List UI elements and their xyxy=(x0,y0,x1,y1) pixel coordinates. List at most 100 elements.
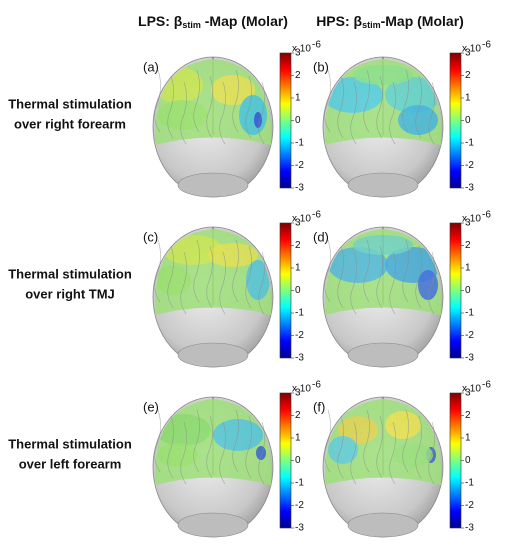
sulcus xyxy=(154,409,161,473)
sulcus xyxy=(415,415,422,479)
activation xyxy=(353,65,413,85)
colorbar-exponent: x 10 xyxy=(462,384,481,395)
sulcus xyxy=(402,69,409,133)
sulcus xyxy=(245,245,252,309)
sulcus xyxy=(193,239,200,303)
colorbar-tick-label: 1 xyxy=(465,433,471,444)
colorbar-tick-label: 1 xyxy=(465,93,471,104)
sulcus xyxy=(337,75,344,139)
activation xyxy=(158,443,198,467)
colorbar xyxy=(449,222,462,359)
colorbar-tick-label: -3 xyxy=(295,183,304,194)
row-label: Thermal stimulation xyxy=(8,436,132,451)
sulcus xyxy=(193,409,200,473)
panel-label: (f) xyxy=(313,399,325,414)
column-header: LPS: βstim -Map (Molar) xyxy=(138,13,288,31)
colorbar-exponent: x 10 xyxy=(462,214,481,225)
colorbar-tick-label: 0 xyxy=(465,115,471,126)
sulcus xyxy=(350,81,357,145)
colorbar-exponent-power: -6 xyxy=(482,40,491,51)
colorbar-tick-label: 1 xyxy=(295,263,301,274)
activation xyxy=(393,443,433,467)
colorbar-tick-label: 0 xyxy=(295,285,301,296)
activation xyxy=(246,260,270,300)
colorbar-tick-label: 3 xyxy=(295,388,301,399)
colorbar-tick-label: -1 xyxy=(295,478,304,489)
colorbar-tick-label: 0 xyxy=(465,455,471,466)
panel-label: (e) xyxy=(143,399,159,414)
colorbar-exponent: x 10 xyxy=(292,44,311,55)
colorbar-tick-label: -3 xyxy=(465,353,474,364)
colorbar-tick-label: 2 xyxy=(295,410,301,421)
colorbar-tick-label: -3 xyxy=(465,183,474,194)
cerebellum xyxy=(177,512,249,538)
colorbar-tick-label: -2 xyxy=(465,160,474,171)
colorbar-tick-label: 2 xyxy=(465,70,471,81)
activation xyxy=(324,77,383,113)
activation-overlay xyxy=(324,59,442,145)
sulcus xyxy=(154,239,161,303)
sulcus xyxy=(258,251,265,315)
colorbar-exponent: x 10 xyxy=(292,384,311,395)
activation xyxy=(163,235,223,265)
colorbar-tick-label: 3 xyxy=(465,218,471,229)
colorbar-tick-label: 2 xyxy=(465,240,471,251)
panel-label: (c) xyxy=(143,229,158,244)
sulcus xyxy=(245,415,252,479)
activation xyxy=(328,436,358,464)
sulcus xyxy=(154,69,161,133)
sulcus xyxy=(219,251,226,315)
sulcus xyxy=(402,409,409,473)
panel-label: (b) xyxy=(313,59,329,74)
sulcus xyxy=(402,239,409,303)
sulcus xyxy=(363,409,370,473)
cerebellum xyxy=(177,172,249,198)
colorbar-tick-label: 0 xyxy=(295,115,301,126)
activation xyxy=(398,105,438,135)
activation xyxy=(385,77,441,113)
activation-overlay xyxy=(324,399,442,485)
sulcus xyxy=(389,81,396,145)
colorbar-exponent-power: -6 xyxy=(312,210,321,221)
colorbar-tick-label: 1 xyxy=(465,263,471,274)
colorbar-tick-label: -1 xyxy=(465,138,474,149)
activation-overlay xyxy=(154,229,272,315)
colorbar-tick-label: -2 xyxy=(295,330,304,341)
cerebellum xyxy=(347,172,419,198)
sulcus xyxy=(258,421,265,485)
colorbar-exponent: x 10 xyxy=(462,44,481,55)
row-label: Thermal stimulation xyxy=(8,96,132,111)
colorbar-exponent-power: -6 xyxy=(312,380,321,391)
colorbar-exponent: x 10 xyxy=(292,214,311,225)
colorbar xyxy=(279,52,292,189)
colorbar-tick-label: -2 xyxy=(295,500,304,511)
sulcus xyxy=(258,81,265,145)
activation xyxy=(158,100,208,130)
sulcus xyxy=(350,421,357,485)
activation xyxy=(208,243,258,267)
colorbar-tick-label: 0 xyxy=(295,455,301,466)
sulcus xyxy=(219,421,226,485)
activation xyxy=(155,265,191,295)
row-label: over left forearm xyxy=(19,456,122,471)
sulcus xyxy=(337,415,344,479)
sulcus xyxy=(206,245,213,309)
activation xyxy=(353,235,413,255)
colorbar-tick-label: 0 xyxy=(465,285,471,296)
sulcus xyxy=(415,245,422,309)
sulcus xyxy=(232,409,239,473)
colorbar-tick-label: -2 xyxy=(465,330,474,341)
sulcus xyxy=(389,251,396,315)
sulcus xyxy=(363,69,370,133)
brain-panel: (c) 3 2 1 0 -1 -2 -3 x 10 -6 xyxy=(143,210,321,368)
sulcus xyxy=(363,239,370,303)
colorbar-tick-label: 1 xyxy=(295,433,301,444)
sulcus xyxy=(350,251,357,315)
sulcus xyxy=(232,239,239,303)
sulcus xyxy=(376,415,383,479)
panel-label: (a) xyxy=(143,59,159,74)
activation-overlay xyxy=(324,229,442,315)
